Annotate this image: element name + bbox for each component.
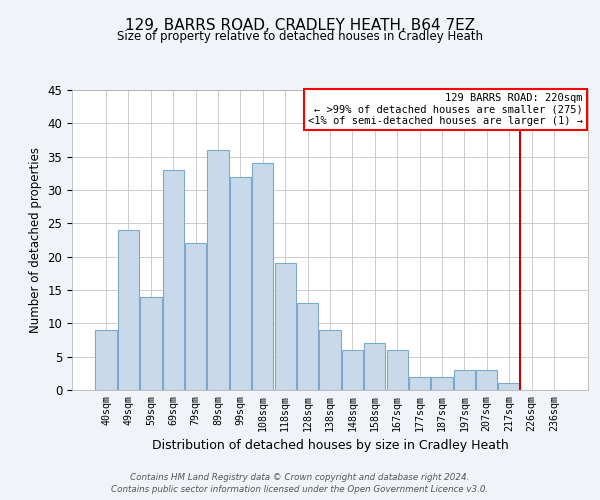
Bar — [163, 170, 184, 390]
Bar — [454, 370, 475, 390]
Bar — [342, 350, 363, 390]
Bar — [386, 350, 408, 390]
Bar — [409, 376, 430, 390]
Bar — [140, 296, 161, 390]
Bar — [230, 176, 251, 390]
Bar — [118, 230, 139, 390]
Bar — [208, 150, 229, 390]
Text: 129, BARRS ROAD, CRADLEY HEATH, B64 7EZ: 129, BARRS ROAD, CRADLEY HEATH, B64 7EZ — [125, 18, 475, 32]
Text: Contains public sector information licensed under the Open Government Licence v3: Contains public sector information licen… — [112, 485, 488, 494]
Text: 129 BARRS ROAD: 220sqm
← >99% of detached houses are smaller (275)
<1% of semi-d: 129 BARRS ROAD: 220sqm ← >99% of detache… — [308, 93, 583, 126]
Text: Contains HM Land Registry data © Crown copyright and database right 2024.: Contains HM Land Registry data © Crown c… — [130, 472, 470, 482]
X-axis label: Distribution of detached houses by size in Cradley Heath: Distribution of detached houses by size … — [152, 439, 508, 452]
Y-axis label: Number of detached properties: Number of detached properties — [29, 147, 42, 333]
Bar — [431, 376, 452, 390]
Bar — [252, 164, 274, 390]
Text: Size of property relative to detached houses in Cradley Heath: Size of property relative to detached ho… — [117, 30, 483, 43]
Bar — [95, 330, 117, 390]
Bar — [364, 344, 385, 390]
Bar — [499, 384, 520, 390]
Bar — [476, 370, 497, 390]
Bar — [185, 244, 206, 390]
Bar — [319, 330, 341, 390]
Bar — [275, 264, 296, 390]
Bar — [297, 304, 318, 390]
